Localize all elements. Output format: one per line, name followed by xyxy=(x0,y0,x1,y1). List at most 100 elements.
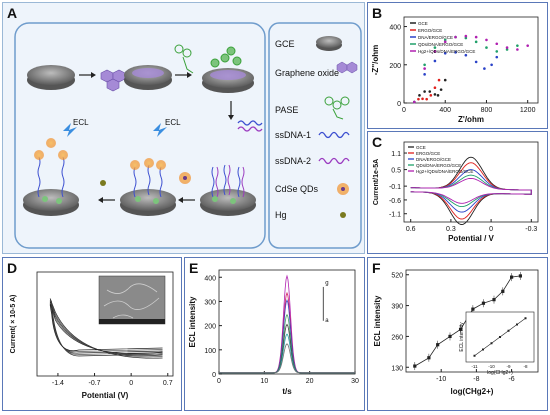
panel-f: F -10 -8 -6 130 260 390 520 log(CHg2+) ECL inten… xyxy=(367,257,548,411)
legend-label: GCE xyxy=(416,145,426,150)
legend-graphene-icon xyxy=(336,61,358,74)
y-tick-label: 300 xyxy=(204,299,216,306)
data-point xyxy=(417,97,420,101)
data-point xyxy=(516,44,519,47)
panel-b-label: B xyxy=(372,5,383,21)
legend-ssdna1-icon xyxy=(318,131,350,139)
plot-frame xyxy=(36,271,174,377)
data-point xyxy=(443,52,447,55)
legend-qd-icon xyxy=(337,183,349,195)
legend-label: Hg2+/QDs/DNA/ERGO/GCE xyxy=(418,49,475,54)
data-point xyxy=(433,86,437,90)
y-tick-label: 400 xyxy=(204,275,216,282)
step-6-electrode xyxy=(23,138,79,216)
x-axis-label: log(CHg2+) xyxy=(451,387,494,396)
panel-e: E 0 10 20 30 0 100 200 300 400 t/s ECL intensity a g xyxy=(184,257,365,411)
data-point xyxy=(516,48,519,51)
cv-plot-d: -1.4 -0.7 0 0.7 Potential (V) Current( × 10-5… xyxy=(10,271,174,400)
x-axis-label: t/s xyxy=(282,387,292,396)
x-tick-label: -10 xyxy=(436,376,446,383)
x-axis-label: Potential (V) xyxy=(82,391,129,400)
sem-image-inset xyxy=(98,275,166,325)
data-point xyxy=(423,73,426,76)
hg-icon xyxy=(100,180,106,186)
data-point xyxy=(505,46,509,49)
data-point xyxy=(464,34,468,38)
data-point xyxy=(495,50,499,53)
ecl-peak-1 xyxy=(219,291,355,374)
x-tick-label: 10 xyxy=(260,378,268,385)
graphene-flake-icon xyxy=(100,69,126,92)
step-1-electrode xyxy=(27,65,75,90)
inset-point xyxy=(490,342,493,345)
arrow-icon xyxy=(79,72,234,120)
legend-label: GCE xyxy=(418,21,428,26)
ssdna-1-icon xyxy=(237,120,263,126)
data-point xyxy=(505,48,509,51)
legend-qd-label: CdSe QDs xyxy=(275,184,319,194)
panel-d-label: D xyxy=(7,260,18,276)
x-tick-label: 0 xyxy=(129,380,133,387)
y-tick-label: -1.1 xyxy=(389,212,401,219)
data-point xyxy=(423,90,426,93)
panel-c-label: C xyxy=(372,134,383,150)
x-tick-label: 1200 xyxy=(520,107,536,114)
panel-f-label: F xyxy=(372,260,381,276)
cv-plot: 0.6 0.3 0 -0.3 1.1 0.5 -0.1 -0.6 -1.1 Potential /… xyxy=(373,141,539,243)
x-tick-label: 20 xyxy=(306,378,314,385)
step-3-electrode xyxy=(202,46,254,93)
x-tick-label: 30 xyxy=(351,378,359,385)
legend-label: QDs/DNA/ERGO/GCE xyxy=(418,42,463,47)
lightning-icon xyxy=(63,123,167,137)
legend-label: QDs/DNA/ERGO/GCE xyxy=(416,163,461,168)
y-tick-label: 1.1 xyxy=(391,151,401,158)
y-axis-label: ECL intensity xyxy=(373,295,382,347)
inset-tick-label: -8 xyxy=(523,364,527,369)
data-point xyxy=(433,93,437,96)
ecl-peak-2 xyxy=(219,299,355,374)
step-4-electrode xyxy=(200,164,256,216)
sem-wrinkles xyxy=(103,283,160,319)
y-tick-label: 0 xyxy=(212,372,216,379)
data-point xyxy=(433,50,437,53)
data-point xyxy=(428,90,432,93)
inset-point xyxy=(516,323,518,326)
legend-label: Hg2+/QDs/DNA/ERGO/GCE xyxy=(416,169,473,174)
x-tick-label: 0.7 xyxy=(163,380,173,387)
x-tick-label: -8 xyxy=(473,376,479,383)
plot-frame xyxy=(405,269,539,373)
data-point xyxy=(474,35,478,39)
y-tick-label: 130 xyxy=(391,365,403,372)
y-tick-label: 260 xyxy=(391,334,403,341)
arrow-icon xyxy=(98,197,195,203)
data-point xyxy=(526,44,529,47)
data-point xyxy=(418,94,421,97)
data-point xyxy=(443,78,447,82)
nyquist-plot: 0 400 800 1200 0 200 400 Z'/ohm -Z''/ohm GCE ERGO/… xyxy=(371,16,539,124)
ecl-peak-4 xyxy=(219,323,355,374)
x-tick-label: 800 xyxy=(481,107,493,114)
ecl-calibration-plot: -10 -8 -6 130 260 390 520 log(CHg2+) ECL intensi… xyxy=(373,269,539,396)
inset-point xyxy=(473,354,476,357)
legend-pase-icon xyxy=(324,96,350,120)
x-tick-label: -0.7 xyxy=(89,380,101,387)
legend-ssdna2-icon xyxy=(318,157,350,165)
cv-cycle-4 xyxy=(49,304,163,354)
data-point xyxy=(439,88,443,91)
data-point xyxy=(423,63,426,67)
y-tick-label: 520 xyxy=(391,273,403,280)
data-point xyxy=(485,46,488,49)
y-tick-label: 0.5 xyxy=(391,168,401,175)
legend-gce-label: GCE xyxy=(275,39,295,49)
legend-ss1-label: ssDNA-1 xyxy=(275,130,311,140)
inset-point xyxy=(507,329,510,332)
data-point xyxy=(429,94,433,97)
y-axis-label: ECL intensity xyxy=(188,296,197,348)
y-tick-label: -0.1 xyxy=(389,184,401,191)
cv-curve-4 xyxy=(410,177,532,204)
plot-frame xyxy=(403,16,539,104)
legend-ss2-label: ssDNA-2 xyxy=(275,156,311,166)
data-point xyxy=(443,40,447,44)
data-point xyxy=(421,97,424,101)
